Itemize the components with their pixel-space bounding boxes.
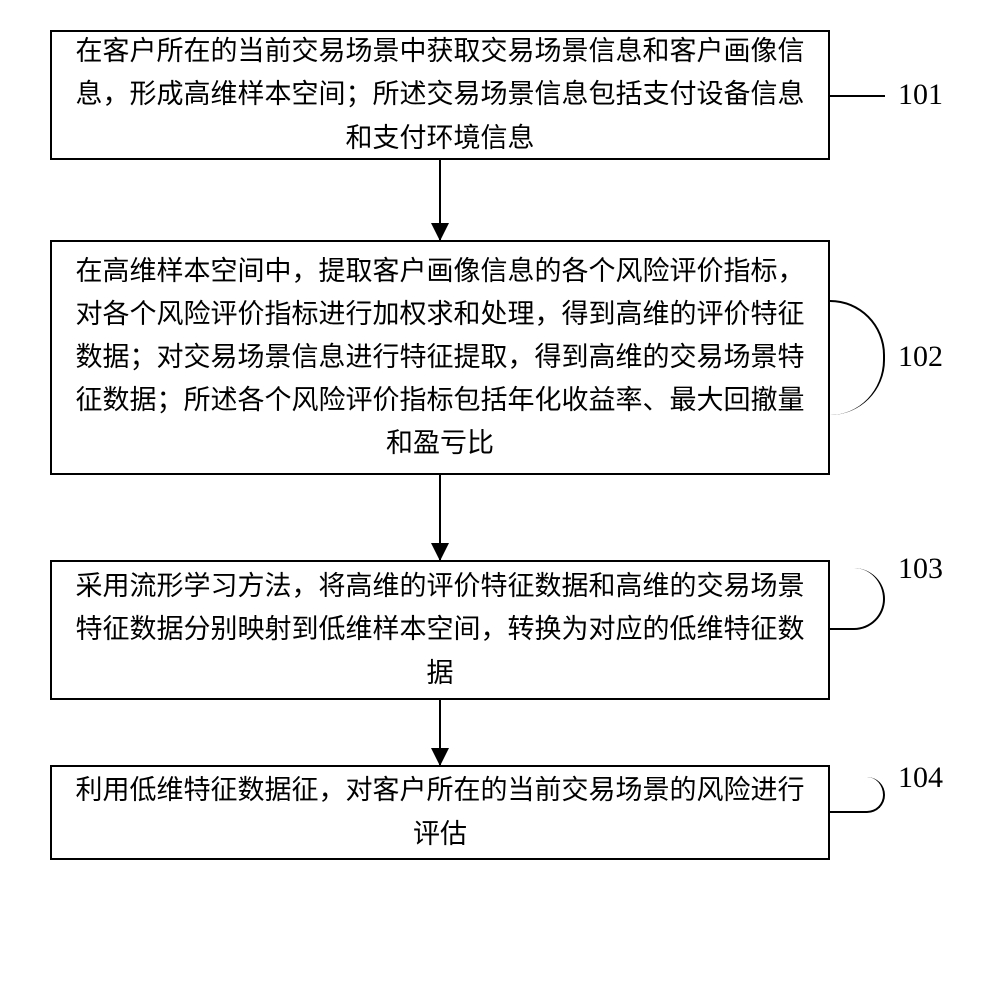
flow-arrow-icon: [439, 700, 441, 765]
flow-arrow-icon: [439, 160, 441, 240]
flow-node-label: 101: [898, 78, 943, 112]
flow-node-box-104: 利用低维特征数据征，对客户所在的当前交易场景的风险进行评估: [50, 765, 830, 860]
flowchart-container: 在客户所在的当前交易场景中获取交易场景信息和客户画像信息，形成高维样本空间；所述…: [50, 30, 950, 860]
flow-node-box-101: 在客户所在的当前交易场景中获取交易场景信息和客户画像信息，形成高维样本空间；所述…: [50, 30, 830, 160]
flow-node-text: 采用流形学习方法，将高维的评价特征数据和高维的交易场景特征数据分别映射到低维样本…: [72, 565, 808, 695]
flow-node-text: 利用低维特征数据征，对客户所在的当前交易场景的风险进行评估: [72, 769, 808, 855]
flow-node: 利用低维特征数据征，对客户所在的当前交易场景的风险进行评估 104: [50, 765, 950, 860]
flow-node: 在高维样本空间中，提取客户画像信息的各个风险评价指标，对各个风险评价指标进行加权…: [50, 240, 950, 475]
label-connector-curve: [830, 568, 885, 630]
flow-node-text: 在高维样本空间中，提取客户画像信息的各个风险评价指标，对各个风险评价指标进行加权…: [72, 250, 808, 466]
connector-wrap: [50, 700, 830, 765]
flow-node-label: 104: [898, 761, 943, 795]
connector-wrap: [50, 475, 830, 560]
flow-node: 采用流形学习方法，将高维的评价特征数据和高维的交易场景特征数据分别映射到低维样本…: [50, 560, 950, 700]
label-connector-curve: [830, 777, 885, 813]
flow-node-box-102: 在高维样本空间中，提取客户画像信息的各个风险评价指标，对各个风险评价指标进行加权…: [50, 240, 830, 475]
label-connector-curve: [830, 300, 885, 415]
flow-arrow-icon: [439, 475, 441, 560]
flow-node-label: 102: [898, 340, 943, 374]
flow-node: 在客户所在的当前交易场景中获取交易场景信息和客户画像信息，形成高维样本空间；所述…: [50, 30, 950, 160]
label-connector-line: [830, 95, 885, 97]
flow-node-label: 103: [898, 552, 943, 586]
flow-node-box-103: 采用流形学习方法，将高维的评价特征数据和高维的交易场景特征数据分别映射到低维样本…: [50, 560, 830, 700]
flow-node-text: 在客户所在的当前交易场景中获取交易场景信息和客户画像信息，形成高维样本空间；所述…: [72, 30, 808, 160]
connector-wrap: [50, 160, 830, 240]
